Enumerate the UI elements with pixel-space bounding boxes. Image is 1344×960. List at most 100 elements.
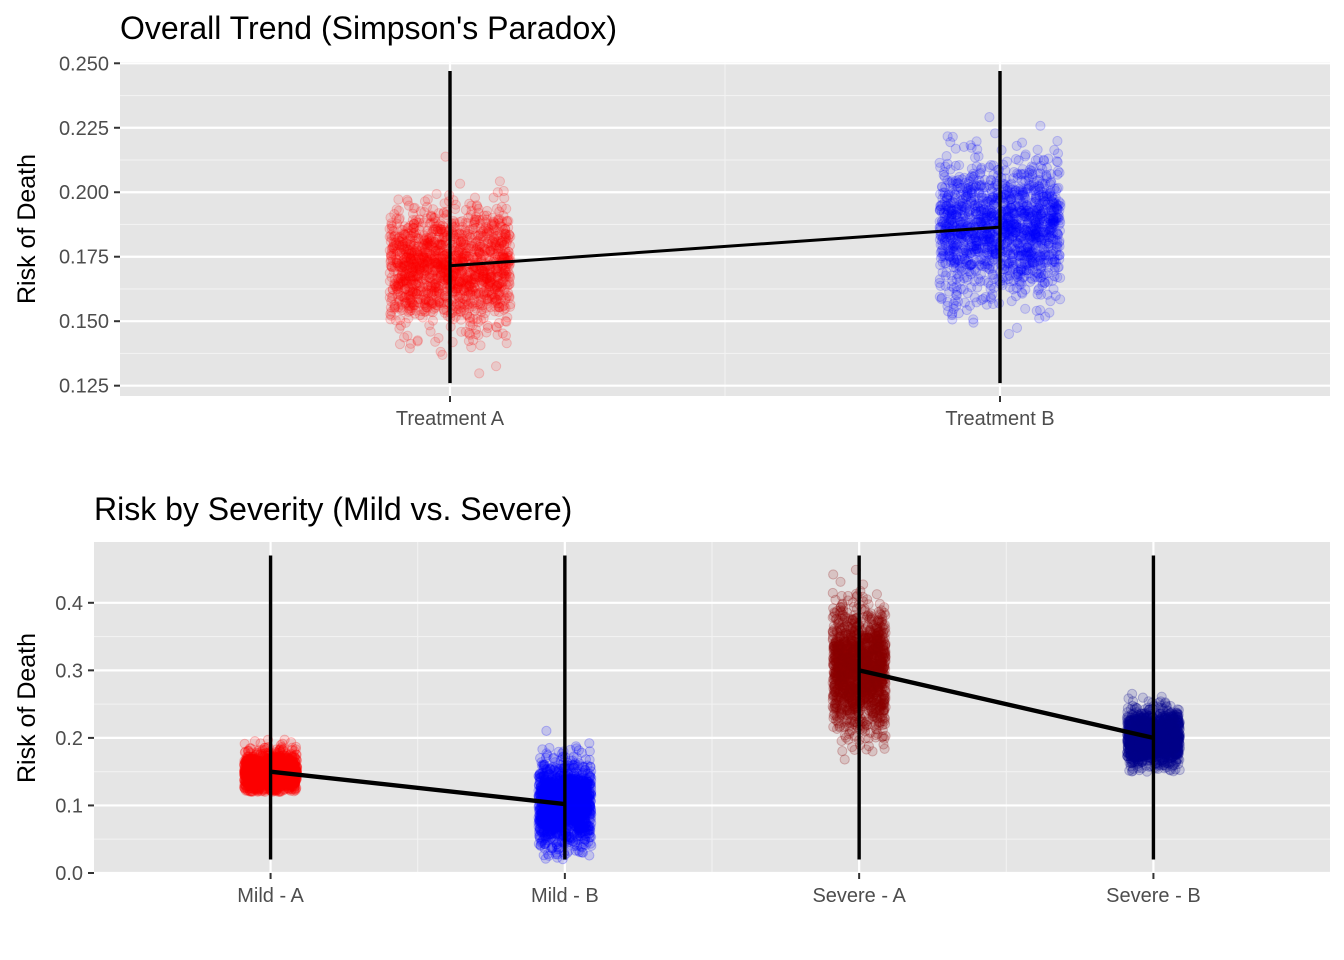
data-point [482,320,493,331]
data-point [433,287,444,298]
data-point [435,224,446,235]
data-point [492,329,503,340]
data-point [393,282,404,293]
chart-title-severity: Risk by Severity (Mild vs. Severe) [94,491,572,527]
data-point [489,297,500,308]
data-point [426,286,437,297]
data-point [470,324,482,335]
data-point [412,297,423,308]
data-point [395,260,406,271]
data-point [396,247,407,258]
data-point [485,245,496,257]
data-point [465,316,476,327]
data-point [433,230,444,241]
data-point [414,298,425,309]
data-point [402,244,413,255]
data-point [430,245,441,256]
data-point [413,294,424,305]
data-point [466,273,477,285]
data-point [406,275,417,286]
data-point [951,289,962,300]
data-point [418,240,429,251]
data-point [501,267,512,278]
data-point [462,277,473,288]
data-point [464,329,475,340]
data-point [500,330,511,341]
point-cloud-treatment-a [384,151,516,379]
data-point [498,290,509,301]
data-point [493,301,504,312]
panel-by-severity: Risk by Severity (Mild vs. Severe) 0.00.… [13,491,1330,907]
data-point [427,270,438,281]
data-point [1015,251,1026,262]
points-overall [384,112,1066,379]
data-point [412,335,423,346]
data-point [504,291,515,302]
data-point [457,266,468,277]
data-point [471,244,482,255]
data-point [476,279,487,290]
data-point [464,281,475,292]
data-point [395,224,407,235]
y-tick-label: 0.175 [59,247,109,269]
data-point [408,227,419,239]
data-point [1041,173,1053,184]
data-point [431,288,442,299]
data-point [428,224,439,235]
data-point [461,230,472,241]
data-point [428,303,439,314]
data-point [469,305,481,316]
data-point [493,225,504,236]
data-point [416,262,427,273]
data-point [414,268,425,279]
data-point [480,302,491,313]
data-point [482,278,493,289]
data-point [405,237,416,249]
data-point [471,243,482,254]
data-point [474,272,485,283]
data-point [436,276,447,287]
data-point [490,240,501,251]
data-point [450,203,461,215]
data-point [500,223,511,234]
data-point [392,284,403,295]
data-point [430,281,441,292]
data-point [457,233,468,245]
data-point [493,279,504,290]
data-point [400,248,412,259]
data-point [467,284,478,295]
data-point [406,297,417,308]
data-point [956,233,967,244]
data-point [968,171,979,182]
data-point [491,361,502,372]
data-point [1001,156,1013,167]
data-point [385,254,397,266]
data-point [405,262,416,273]
data-point [425,281,436,292]
data-point [1040,311,1051,322]
data-point [433,280,444,291]
data-point [401,265,413,277]
data-point [412,336,423,347]
data-point [474,368,485,379]
data-point [462,281,474,292]
data-point [425,236,436,247]
data-point [434,267,446,278]
data-point [402,196,413,207]
data-point [438,297,449,308]
data-point [501,269,512,280]
data-point [407,298,418,309]
data-point [1035,120,1046,131]
data-point [387,290,398,302]
data-point [1006,296,1017,307]
data-point [485,264,496,275]
data-point [462,286,473,297]
data-point [499,270,511,281]
data-point [967,180,979,191]
data-point [971,161,982,172]
data-point [452,306,463,317]
gridlines-overall [120,62,1330,396]
data-point [478,276,490,287]
data-point [409,271,421,282]
